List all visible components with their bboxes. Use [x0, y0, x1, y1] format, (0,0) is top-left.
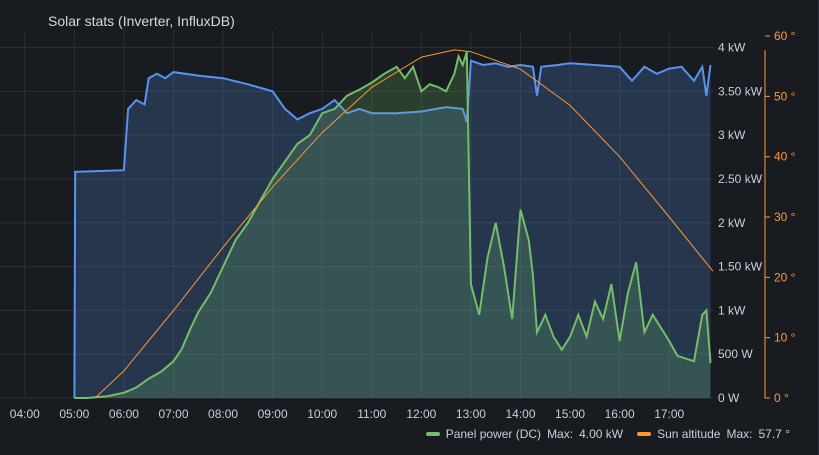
y-right-tick-label: 30 ° — [774, 210, 796, 224]
legend-max-value-sun-altitude: 57.7 ° — [758, 427, 791, 441]
x-tick-label: 07:00 — [158, 407, 188, 421]
legend-label-sun-altitude: Sun altitude — [657, 427, 721, 441]
sun-altitude-line — [94, 49, 714, 399]
x-tick-label: 15:00 — [555, 407, 585, 421]
legend-swatch-sun-altitude — [637, 432, 652, 436]
inverter-output-line — [73, 59, 712, 399]
inverter-output-area — [74, 60, 711, 398]
y-left-tick-label: 2 kW — [718, 216, 746, 230]
y-left-tick-label: 1.50 kW — [718, 260, 763, 274]
y-left-tick-label: 4 kW — [718, 41, 746, 55]
x-tick-label: 12:00 — [406, 407, 436, 421]
x-tick-label: 08:00 — [208, 407, 238, 421]
legend-item-sun-altitude[interactable]: Sun altitude Max: 57.7 ° — [637, 427, 790, 441]
panel-title[interactable]: Solar stats (Inverter, InfluxDB) — [48, 13, 235, 29]
y-left-tick-label: 500 W — [718, 347, 753, 361]
x-tick-label: 16:00 — [605, 407, 635, 421]
y-right-tick-label: 50 ° — [774, 89, 796, 103]
legend-max-label-panel-power: Max: — [547, 427, 574, 441]
panel-power-line — [74, 51, 712, 399]
x-tick-label: 05:00 — [59, 407, 89, 421]
legend-max-label-sun-altitude: Max: — [726, 427, 753, 441]
x-tick-label: 10:00 — [307, 407, 337, 421]
x-tick-label: 04:00 — [10, 407, 40, 421]
y-right-tick-label: 20 ° — [774, 270, 796, 284]
x-tick-label: 06:00 — [109, 407, 139, 421]
y-left-tick-label: 0 W — [718, 391, 740, 405]
x-tick-label: 09:00 — [258, 407, 288, 421]
y-right-tick-label: 10 ° — [774, 331, 796, 345]
y-left-tick-label: 3 kW — [718, 128, 746, 142]
axes-layer: 0 W 500 W 1 kW 1.50 kW 2 kW 2.50 kW 3 kW 3.50 k… — [10, 29, 796, 421]
x-tick-label: 17:00 — [654, 407, 684, 421]
legend-max-value-panel-power: 4.00 kW — [579, 427, 624, 441]
y-right-tick-label: 60 ° — [774, 29, 796, 43]
y-left-tick-label: 1 kW — [718, 303, 746, 317]
legend-swatch-panel-power — [425, 432, 440, 436]
y-right-tick-label: 0 ° — [774, 391, 789, 405]
x-tick-label: 13:00 — [456, 407, 486, 421]
legend: Panel power (DC) Max: 4.00 kW Sun altitu… — [425, 427, 790, 441]
y-left-tick-label: 3.50 kW — [718, 84, 763, 98]
panel-power-area — [74, 51, 711, 399]
y-right-tick-label: 40 ° — [774, 150, 796, 164]
y-left-tick-label: 2.50 kW — [718, 172, 763, 186]
legend-label-panel-power: Panel power (DC) — [445, 427, 542, 441]
series-layer — [73, 49, 714, 399]
legend-item-panel-power[interactable]: Panel power (DC) Max: 4.00 kW — [425, 427, 624, 441]
x-tick-label: 14:00 — [505, 407, 535, 421]
x-tick-label: 11:00 — [357, 407, 386, 421]
